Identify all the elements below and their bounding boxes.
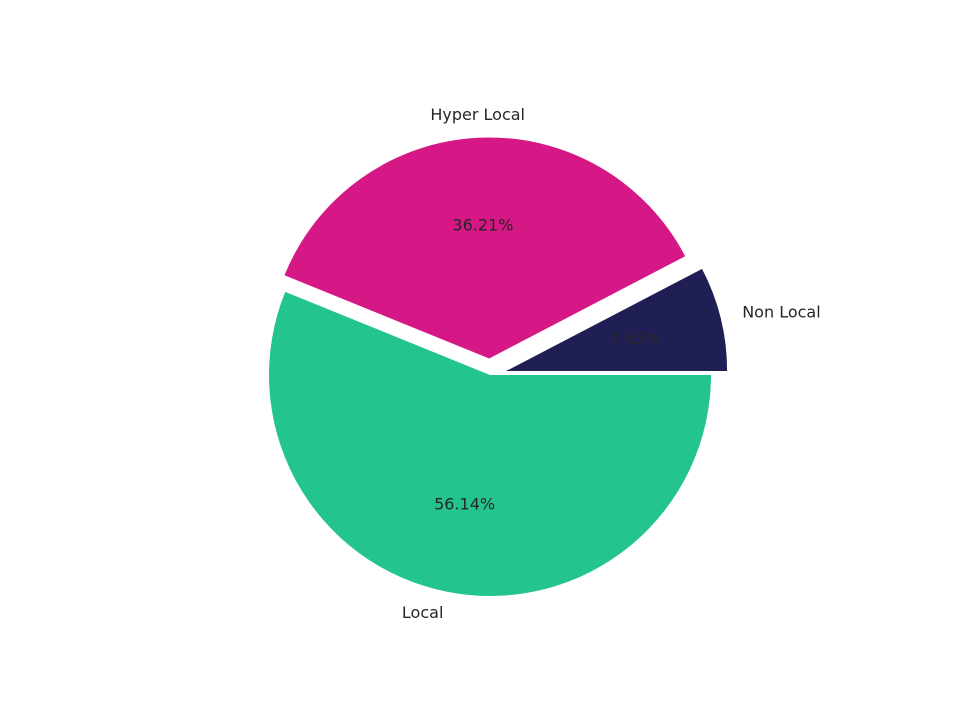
slice-percent-hyper-local: 36.21%	[452, 215, 513, 234]
slice-label-non-local: Non Local	[742, 303, 820, 322]
pie-slice-local	[269, 291, 711, 596]
slice-label-local: Local	[402, 603, 443, 622]
pie-slice-hyper-local	[284, 137, 686, 359]
slice-label-hyper-local: Hyper Local	[430, 105, 525, 124]
slice-percent-non-local: 7.65%	[609, 329, 660, 348]
pie-slice-non-local	[506, 268, 728, 372]
slice-percent-local: 56.14%	[434, 495, 495, 514]
